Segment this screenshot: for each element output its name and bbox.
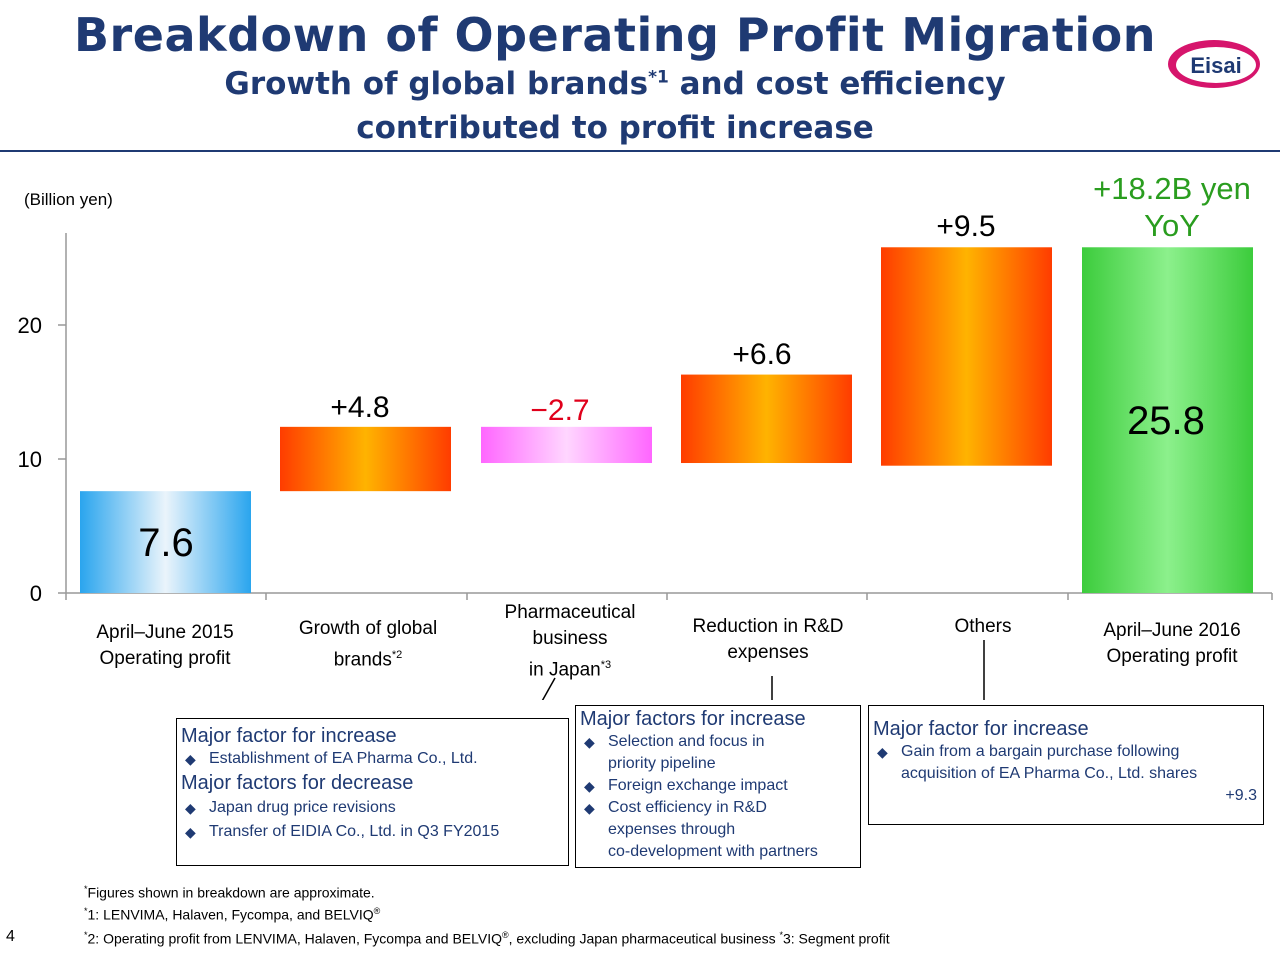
unit-label: (Billion yen) — [24, 190, 113, 209]
box-rnd-factors: Major factors for increase Selection and… — [575, 705, 861, 868]
bars — [80, 247, 1253, 593]
box2-heading: Major factors for increase — [580, 708, 806, 730]
bar-pharma-japan — [481, 426, 652, 464]
box3-item: Gain from a bargain purchase following — [873, 741, 1257, 763]
bar-label-start: 7.6 — [138, 521, 194, 565]
bar-label-rnd-reduction: +6.6 — [732, 338, 791, 371]
category-rnd-reduction: Reduction in R&D expenses — [692, 616, 844, 663]
box2-item: Foreign exchange impact — [580, 775, 860, 797]
yoy-callout: +18.2B yen YoY — [1093, 171, 1251, 243]
box1-heading-increase: Major factor for increase — [181, 725, 397, 747]
category-pharma-japan: Pharmaceutical business in Japan*3 — [504, 602, 636, 681]
callout-lines — [541, 640, 985, 700]
box1-item: Transfer of EIDIA Co., Ltd. in Q3 FY2015 — [181, 821, 568, 843]
footnote-2-3: *2: Operating profit from LENVIMA, Halav… — [84, 930, 890, 947]
bar-labels: 7.6 +4.8 −2.7 +6.6 +9.5 25.8 — [138, 210, 1205, 565]
bar-end — [1082, 247, 1253, 593]
box1-item: Establishment of EA Pharma Co., Ltd. — [181, 748, 568, 770]
box2-item: Selection and focus in — [580, 731, 860, 753]
subtitle-line-2: contributed to profit increase — [356, 110, 874, 146]
footnote-approx: *Figures shown in breakdown are approxim… — [84, 884, 375, 901]
bar-label-end: 25.8 — [1127, 399, 1205, 443]
footnote-1: *1: LENVIMA, Halaven, Fycompa, and BELVI… — [84, 906, 381, 923]
page-number: 4 — [6, 928, 15, 945]
category-others: Others — [954, 616, 1012, 637]
title-divider — [0, 150, 1280, 152]
subtitle-line-1: Growth of global brands*1 and cost effic… — [224, 66, 1006, 102]
box1-heading-decrease: Major factors for decrease — [181, 772, 414, 794]
y-axis — [65, 233, 1272, 594]
category-global-brands: Growth of global brands*2 — [298, 618, 438, 671]
y-tick-label: 0 — [30, 581, 42, 606]
logo-text: Eisai — [1190, 53, 1241, 78]
eisai-logo: Eisai — [1168, 40, 1260, 88]
category-apr-jun-2016: April–June 2016 Operating profit — [1103, 620, 1241, 667]
y-tick-label: 10 — [18, 447, 42, 472]
bar-others — [881, 247, 1052, 466]
y-ticks: 0 10 20 — [18, 313, 1273, 606]
page-title: Breakdown of Operating Profit Migration — [74, 8, 1156, 62]
bar-rnd-reduction — [681, 374, 852, 464]
bar-global-brands — [280, 426, 451, 492]
box3-heading: Major factor for increase — [873, 718, 1089, 740]
bar-label-global-brands: +4.8 — [330, 391, 389, 424]
box-others-factors: Major factor for increase Gain from a ba… — [868, 705, 1264, 825]
box-brands-japan-factors: Major factor for increase Establishment … — [176, 718, 569, 866]
category-apr-jun-2015: April–June 2015 Operating profit — [96, 622, 234, 669]
bar-label-others: +9.5 — [936, 210, 995, 243]
box3-value: +9.3 — [1225, 787, 1257, 804]
box2-item: Cost efficiency in R&D — [580, 797, 860, 819]
box1-item: Japan drug price revisions — [181, 797, 568, 819]
bar-label-pharma-japan: −2.7 — [530, 394, 589, 427]
y-tick-label: 20 — [18, 313, 42, 338]
waterfall-chart: 0 10 20 7.6 +4.8 −2.7 +6.6 +9.5 25.8 — [18, 210, 1273, 700]
bar-start — [80, 491, 251, 593]
